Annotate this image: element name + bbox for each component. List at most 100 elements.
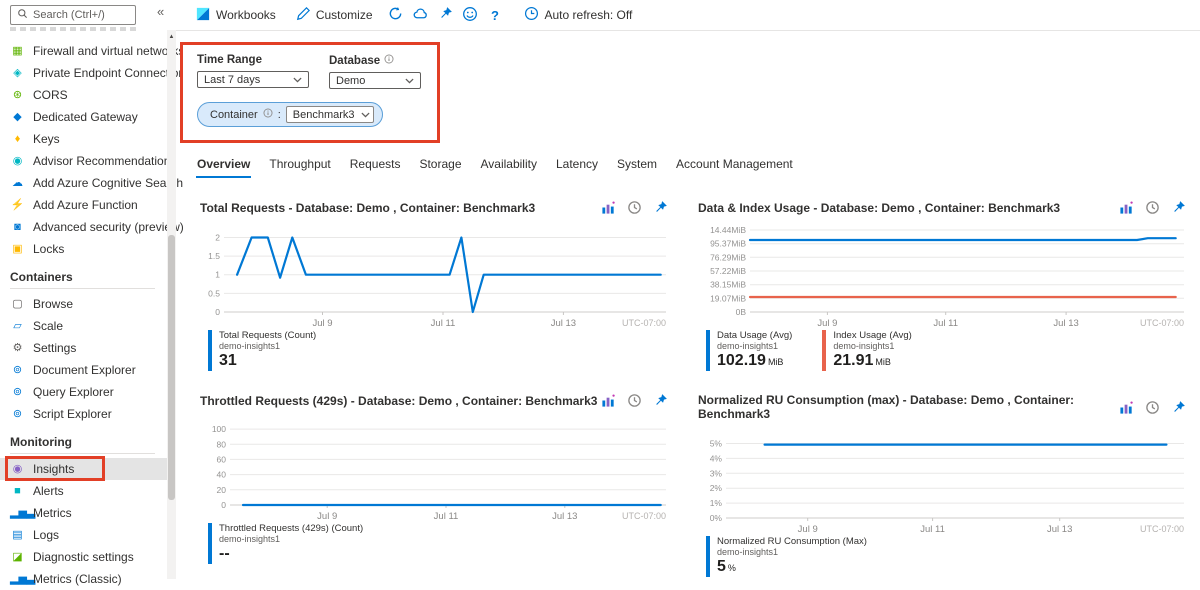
sidebar-item-cors[interactable]: ⊛ CORS — [0, 84, 167, 106]
feedback-button[interactable] — [458, 0, 483, 30]
chart-legend: Data Usage (Avg) demo-insights1 102.19 MiB I… — [706, 330, 1186, 371]
svg-text:0B: 0B — [736, 307, 747, 317]
sidebar-item-insights[interactable]: ◉ Insights — [0, 456, 167, 481]
pin-icon[interactable] — [1171, 200, 1186, 215]
svg-text:1.5: 1.5 — [208, 251, 220, 261]
sidebar-item-label: Scale — [33, 319, 64, 333]
smiley-icon — [462, 6, 478, 25]
sidebar-scrollbar[interactable]: ▲ — [167, 30, 176, 579]
history-icon[interactable] — [1145, 400, 1160, 415]
collapse-sidebar-button[interactable]: « — [157, 4, 165, 19]
chart-plot-area: 0 20 40 60 80 100 Jul 9 Jul 11 Jul 13 UTC-07:00 — [200, 417, 668, 521]
chart-actions — [601, 200, 668, 215]
tab-latency[interactable]: Latency — [555, 154, 599, 178]
tab-storage[interactable]: Storage — [418, 154, 462, 178]
sidebar-item-firewall-and-virtual-networks[interactable]: ▦ Firewall and virtual networks — [0, 40, 184, 62]
legend-value: 21.91 MiB — [833, 352, 891, 369]
pin-icon[interactable] — [653, 200, 668, 215]
sidebar-item-advanced-security-preview[interactable]: ◙ Advanced security (preview) — [0, 216, 184, 238]
tab-availability[interactable]: Availability — [480, 154, 538, 178]
chart-svg-throttled-requests: 0 20 40 60 80 100 Jul 9 Jul 11 Jul 13 UTC-07:00 — [212, 424, 666, 521]
sidebar-item-settings[interactable]: ⚙ Settings — [0, 337, 167, 359]
svg-text:76.29MiB: 76.29MiB — [710, 252, 746, 262]
tab-throughput[interactable]: Throughput — [268, 154, 331, 178]
help-button[interactable]: ? — [483, 0, 508, 30]
filters-panel-highlight-box: Time Range Last 7 days Database Demo Con… — [180, 42, 440, 143]
pin-button[interactable] — [433, 0, 458, 30]
pencil-icon — [296, 6, 310, 24]
svg-text:2: 2 — [215, 233, 220, 243]
tab-requests[interactable]: Requests — [349, 154, 402, 178]
sidebar-item-label: Script Explorer — [33, 407, 112, 421]
sidebar-item-dedicated-gateway[interactable]: ◆ Dedicated Gateway — [0, 106, 167, 128]
scrollbar-thumb[interactable] — [168, 235, 175, 500]
history-icon[interactable] — [1145, 200, 1160, 215]
sidebar-item-query-explorer[interactable]: ⊚ Query Explorer — [0, 381, 167, 403]
database-select[interactable]: Demo — [329, 72, 421, 89]
sidebar-item-metrics-classic[interactable]: ▂▅▃ Metrics (Classic) — [0, 568, 167, 590]
sidebar-item-logs[interactable]: ▤ Logs — [0, 524, 167, 546]
chart-header: Total Requests - Database: Demo , Contai… — [200, 200, 668, 215]
scroll-up-arrow[interactable]: ▲ — [168, 34, 175, 40]
bar-chart-icon[interactable] — [1119, 400, 1134, 415]
sidebar-item-metrics[interactable]: ▂▅▃ Metrics — [0, 502, 167, 524]
database-value: Demo — [336, 74, 366, 87]
container-select[interactable]: Benchmark3 — [285, 106, 374, 123]
dedicated-gateway-icon: ◆ — [13, 110, 22, 123]
chart-plot-area: 0% 1% 2% 3% 4% 5% Jul 9 Jul 11 Jul 13 UTC-07:00 — [698, 430, 1186, 534]
time-range-select[interactable]: Last 7 days — [197, 71, 309, 88]
cloud-button[interactable] — [408, 0, 433, 30]
sidebar-item-label: Query Explorer — [33, 385, 114, 399]
sidebar-item-script-explorer[interactable]: ⊚ Script Explorer — [0, 403, 167, 425]
svg-text:5%: 5% — [710, 439, 723, 449]
chart-plot-area: 0B 19.07MiB 38.15MiB 57.22MiB 76.29MiB 95.37M… — [698, 224, 1186, 328]
svg-text:40: 40 — [217, 470, 227, 480]
legend-resource-name: demo-insights1 — [833, 341, 895, 351]
sidebar-search-input[interactable]: Search (Ctrl+/) — [10, 5, 136, 25]
history-icon[interactable] — [627, 200, 642, 215]
sidebar-item-label: Add Azure Cognitive Search — [33, 176, 184, 190]
sidebar-item-scale[interactable]: ▱ Scale — [0, 315, 167, 337]
pin-icon[interactable] — [653, 393, 668, 408]
container-separator: : — [277, 108, 281, 121]
sidebar-item-locks[interactable]: ▣ Locks — [0, 238, 167, 260]
sidebar-item-diagnostic-settings[interactable]: ◪ Diagnostic settings — [0, 546, 167, 568]
time-range-value: Last 7 days — [204, 73, 261, 86]
tab-overview[interactable]: Overview — [196, 154, 252, 178]
tab-account-management[interactable]: Account Management — [675, 154, 794, 178]
bar-chart-icon[interactable] — [601, 200, 616, 215]
refresh-button[interactable] — [383, 0, 408, 30]
customize-button[interactable]: Customize — [286, 0, 383, 30]
auto-refresh-control[interactable]: Auto refresh: Off — [524, 6, 632, 24]
chart-card-throttled-requests: Throttled Requests (429s) - Database: De… — [200, 393, 668, 577]
sidebar-item-add-azure-cognitive-search[interactable]: ☁ Add Azure Cognitive Search — [0, 172, 183, 194]
sidebar-item-document-explorer[interactable]: ⊚ Document Explorer — [0, 359, 167, 381]
svg-text:19.07MiB: 19.07MiB — [710, 293, 746, 303]
container-label: Container — [210, 108, 258, 121]
svg-text:95.37MiB: 95.37MiB — [710, 239, 746, 249]
sidebar-item-label: Private Endpoint Connections — [33, 66, 192, 80]
chart-plot-area: 0 0.5 1 1.5 2 Jul 9 Jul 11 Jul 13 UTC-07:00 — [200, 224, 668, 328]
clock-icon — [524, 6, 539, 24]
sidebar-item-label: Locks — [33, 242, 65, 256]
bar-chart-icon[interactable] — [1119, 200, 1134, 215]
svg-text:1%: 1% — [710, 498, 723, 508]
history-icon[interactable] — [627, 393, 642, 408]
sidebar-item-alerts[interactable]: ■ Alerts — [0, 480, 167, 502]
sidebar-item-keys[interactable]: ♦ Keys — [0, 128, 167, 150]
time-range-label: Time Range — [197, 54, 262, 66]
sidebar-item-add-azure-function[interactable]: ⚡ Add Azure Function — [0, 194, 167, 216]
sidebar-item-advisor-recommendations[interactable]: ◉ Advisor Recommendations — [0, 150, 177, 172]
tab-system[interactable]: System — [616, 154, 658, 178]
legend-resource-name: demo-insights1 — [219, 534, 281, 544]
pin-icon[interactable] — [1171, 400, 1186, 415]
sidebar-item-private-endpoint-connections[interactable]: ◈ Private Endpoint Connections — [0, 62, 191, 84]
sidebar-item-label: Dedicated Gateway — [33, 110, 138, 124]
workbooks-button[interactable]: Workbooks — [186, 0, 286, 30]
chart-actions — [1119, 200, 1186, 215]
sidebar-item-label: CORS — [33, 88, 68, 102]
svg-text:0: 0 — [221, 500, 226, 510]
database-filter: Database Demo — [329, 54, 421, 89]
bar-chart-icon[interactable] — [601, 393, 616, 408]
sidebar-item-browse[interactable]: ▢ Browse — [0, 293, 167, 315]
